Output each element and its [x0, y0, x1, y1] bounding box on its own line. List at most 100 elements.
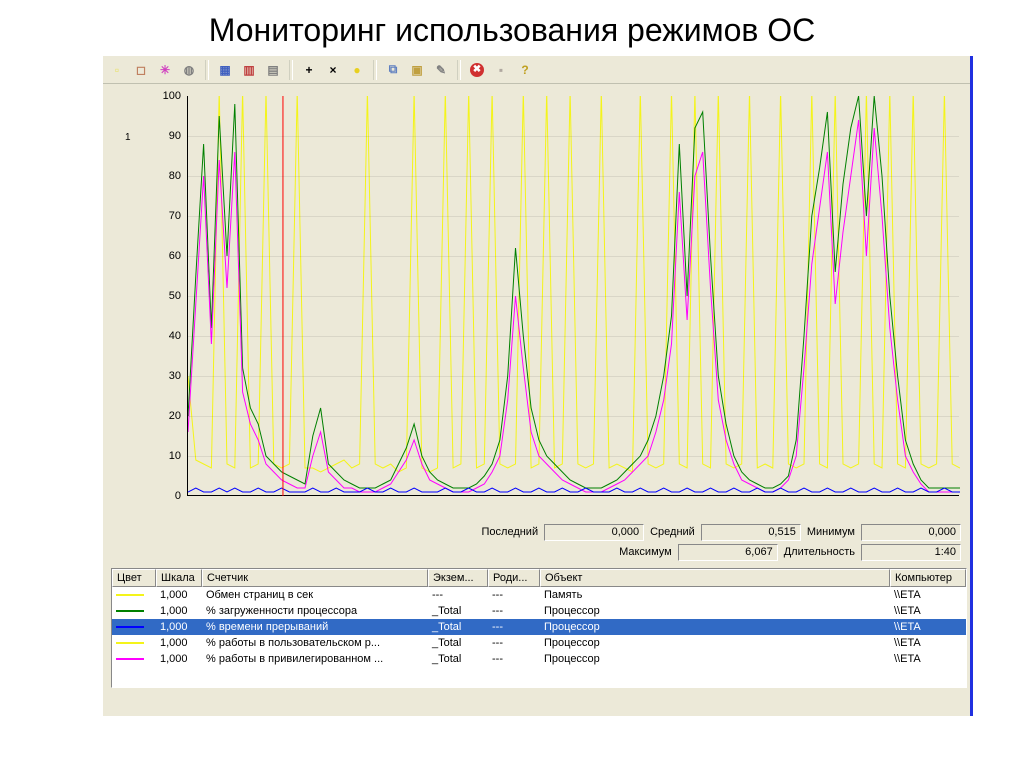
cell: % работы в привилегированном ...	[202, 653, 428, 665]
delete-counter-icon[interactable]: ×	[323, 60, 343, 80]
cell: \\ETA	[890, 589, 966, 601]
gridline	[188, 456, 959, 457]
y-tick: 0	[155, 490, 181, 502]
y-tick: 100	[155, 90, 181, 102]
cell: ---	[488, 621, 540, 633]
properties-icon[interactable]: ▤	[263, 60, 283, 80]
y-axis: 0102030405060708090100	[155, 96, 185, 496]
toolbar-separator	[457, 60, 461, 80]
y-tick: 20	[155, 410, 181, 422]
cell: % загруженности процессора	[202, 605, 428, 617]
cell: 1,000	[156, 653, 202, 665]
gridline	[188, 336, 959, 337]
cell: _Total	[428, 621, 488, 633]
gridline	[188, 376, 959, 377]
clear-display-icon[interactable]: ◻	[131, 60, 151, 80]
toolbar-separator	[373, 60, 377, 80]
cell: Процессор	[540, 653, 890, 665]
paste-icon[interactable]: ▣	[407, 60, 427, 80]
y-tick: 70	[155, 210, 181, 222]
new-counter-set-icon[interactable]: ▫	[107, 60, 127, 80]
gridline	[188, 176, 959, 177]
settings-icon[interactable]: ✎	[431, 60, 451, 80]
gridline	[188, 256, 959, 257]
view-report-icon[interactable]: ▦	[215, 60, 235, 80]
cell: Процессор	[540, 637, 890, 649]
gridline	[188, 296, 959, 297]
stats-panel: Последний 0,000 Средний 0,515 Минимум 0,…	[111, 522, 967, 564]
cell: _Total	[428, 653, 488, 665]
series-blue	[188, 488, 960, 492]
cell: \\ETA	[890, 637, 966, 649]
min-value: 0,000	[861, 524, 961, 541]
y-tick: 10	[155, 450, 181, 462]
y-tick: 60	[155, 250, 181, 262]
last-value: 0,000	[544, 524, 644, 541]
cell: ---	[488, 605, 540, 617]
gridline	[188, 136, 959, 137]
cell: \\ETA	[890, 653, 966, 665]
view-graph-icon[interactable]: ✳	[155, 60, 175, 80]
cell: % работы в пользовательском р...	[202, 637, 428, 649]
cell: % времени прерываний	[202, 621, 428, 633]
col-scale[interactable]: Шкала	[156, 569, 202, 587]
col-counter[interactable]: Счетчик	[202, 569, 428, 587]
cell: ---	[488, 589, 540, 601]
add-counter-icon[interactable]: +	[299, 60, 319, 80]
y-tick: 30	[155, 370, 181, 382]
col-computer[interactable]: Компьютер	[890, 569, 966, 587]
counter-table-header: Цвет Шкала Счетчик Экзем... Роди... Объе…	[112, 569, 966, 587]
col-instance[interactable]: Экзем...	[428, 569, 488, 587]
gridline	[188, 216, 959, 217]
dur-label: Длительность	[784, 546, 855, 558]
cell: ---	[428, 589, 488, 601]
cell: \\ETA	[890, 605, 966, 617]
y-tick: 40	[155, 330, 181, 342]
perfmon-window: ▫◻✳◍▦▥▤+×●⧉▣✎✖▪? 1 010203040506070809010…	[103, 56, 973, 716]
copy-icon[interactable]: ⧉	[383, 60, 403, 80]
view-log-icon[interactable]: ▥	[239, 60, 259, 80]
cell: Процессор	[540, 605, 890, 617]
view-histogram-icon[interactable]: ◍	[179, 60, 199, 80]
min-label: Минимум	[807, 526, 855, 538]
counter-table[interactable]: Цвет Шкала Счетчик Экзем... Роди... Объе…	[111, 568, 967, 688]
toolbar-separator	[205, 60, 209, 80]
snapshot-icon[interactable]: ▪	[491, 60, 511, 80]
cell: ---	[488, 637, 540, 649]
chart-area: 1 0102030405060708090100	[111, 86, 967, 518]
avg-label: Средний	[650, 526, 695, 538]
counter-row[interactable]: 1,000% работы в пользовательском р..._To…	[112, 635, 966, 651]
col-object[interactable]: Объект	[540, 569, 890, 587]
cell	[112, 605, 156, 617]
cell: 1,000	[156, 637, 202, 649]
last-label: Последний	[482, 526, 539, 538]
cell: 1,000	[156, 589, 202, 601]
cell: Обмен страниц в сек	[202, 589, 428, 601]
gridline	[188, 416, 959, 417]
y-tick: 80	[155, 170, 181, 182]
chart-plot[interactable]	[187, 96, 959, 496]
help-icon[interactable]: ?	[515, 60, 535, 80]
cell: ---	[488, 653, 540, 665]
max-value: 6,067	[678, 544, 778, 561]
avg-value: 0,515	[701, 524, 801, 541]
cell	[112, 653, 156, 665]
left-axis-marker: 1	[125, 132, 131, 143]
col-parent[interactable]: Роди...	[488, 569, 540, 587]
counter-row[interactable]: 1,000Обмен страниц в сек------Память\\ET…	[112, 587, 966, 603]
toolbar-separator	[289, 60, 293, 80]
cell: 1,000	[156, 605, 202, 617]
cell	[112, 589, 156, 601]
cell	[112, 637, 156, 649]
counter-row[interactable]: 1,000% работы в привилегированном ..._To…	[112, 651, 966, 667]
col-color[interactable]: Цвет	[112, 569, 156, 587]
y-tick: 50	[155, 290, 181, 302]
stop-icon[interactable]: ✖	[467, 60, 487, 80]
cell: Память	[540, 589, 890, 601]
highlight-icon[interactable]: ●	[347, 60, 367, 80]
counter-row[interactable]: 1,000% времени прерываний_Total---Процес…	[112, 619, 966, 635]
max-label: Максимум	[619, 546, 672, 558]
cell: _Total	[428, 637, 488, 649]
counter-row[interactable]: 1,000% загруженности процессора_Total---…	[112, 603, 966, 619]
cell: 1,000	[156, 621, 202, 633]
